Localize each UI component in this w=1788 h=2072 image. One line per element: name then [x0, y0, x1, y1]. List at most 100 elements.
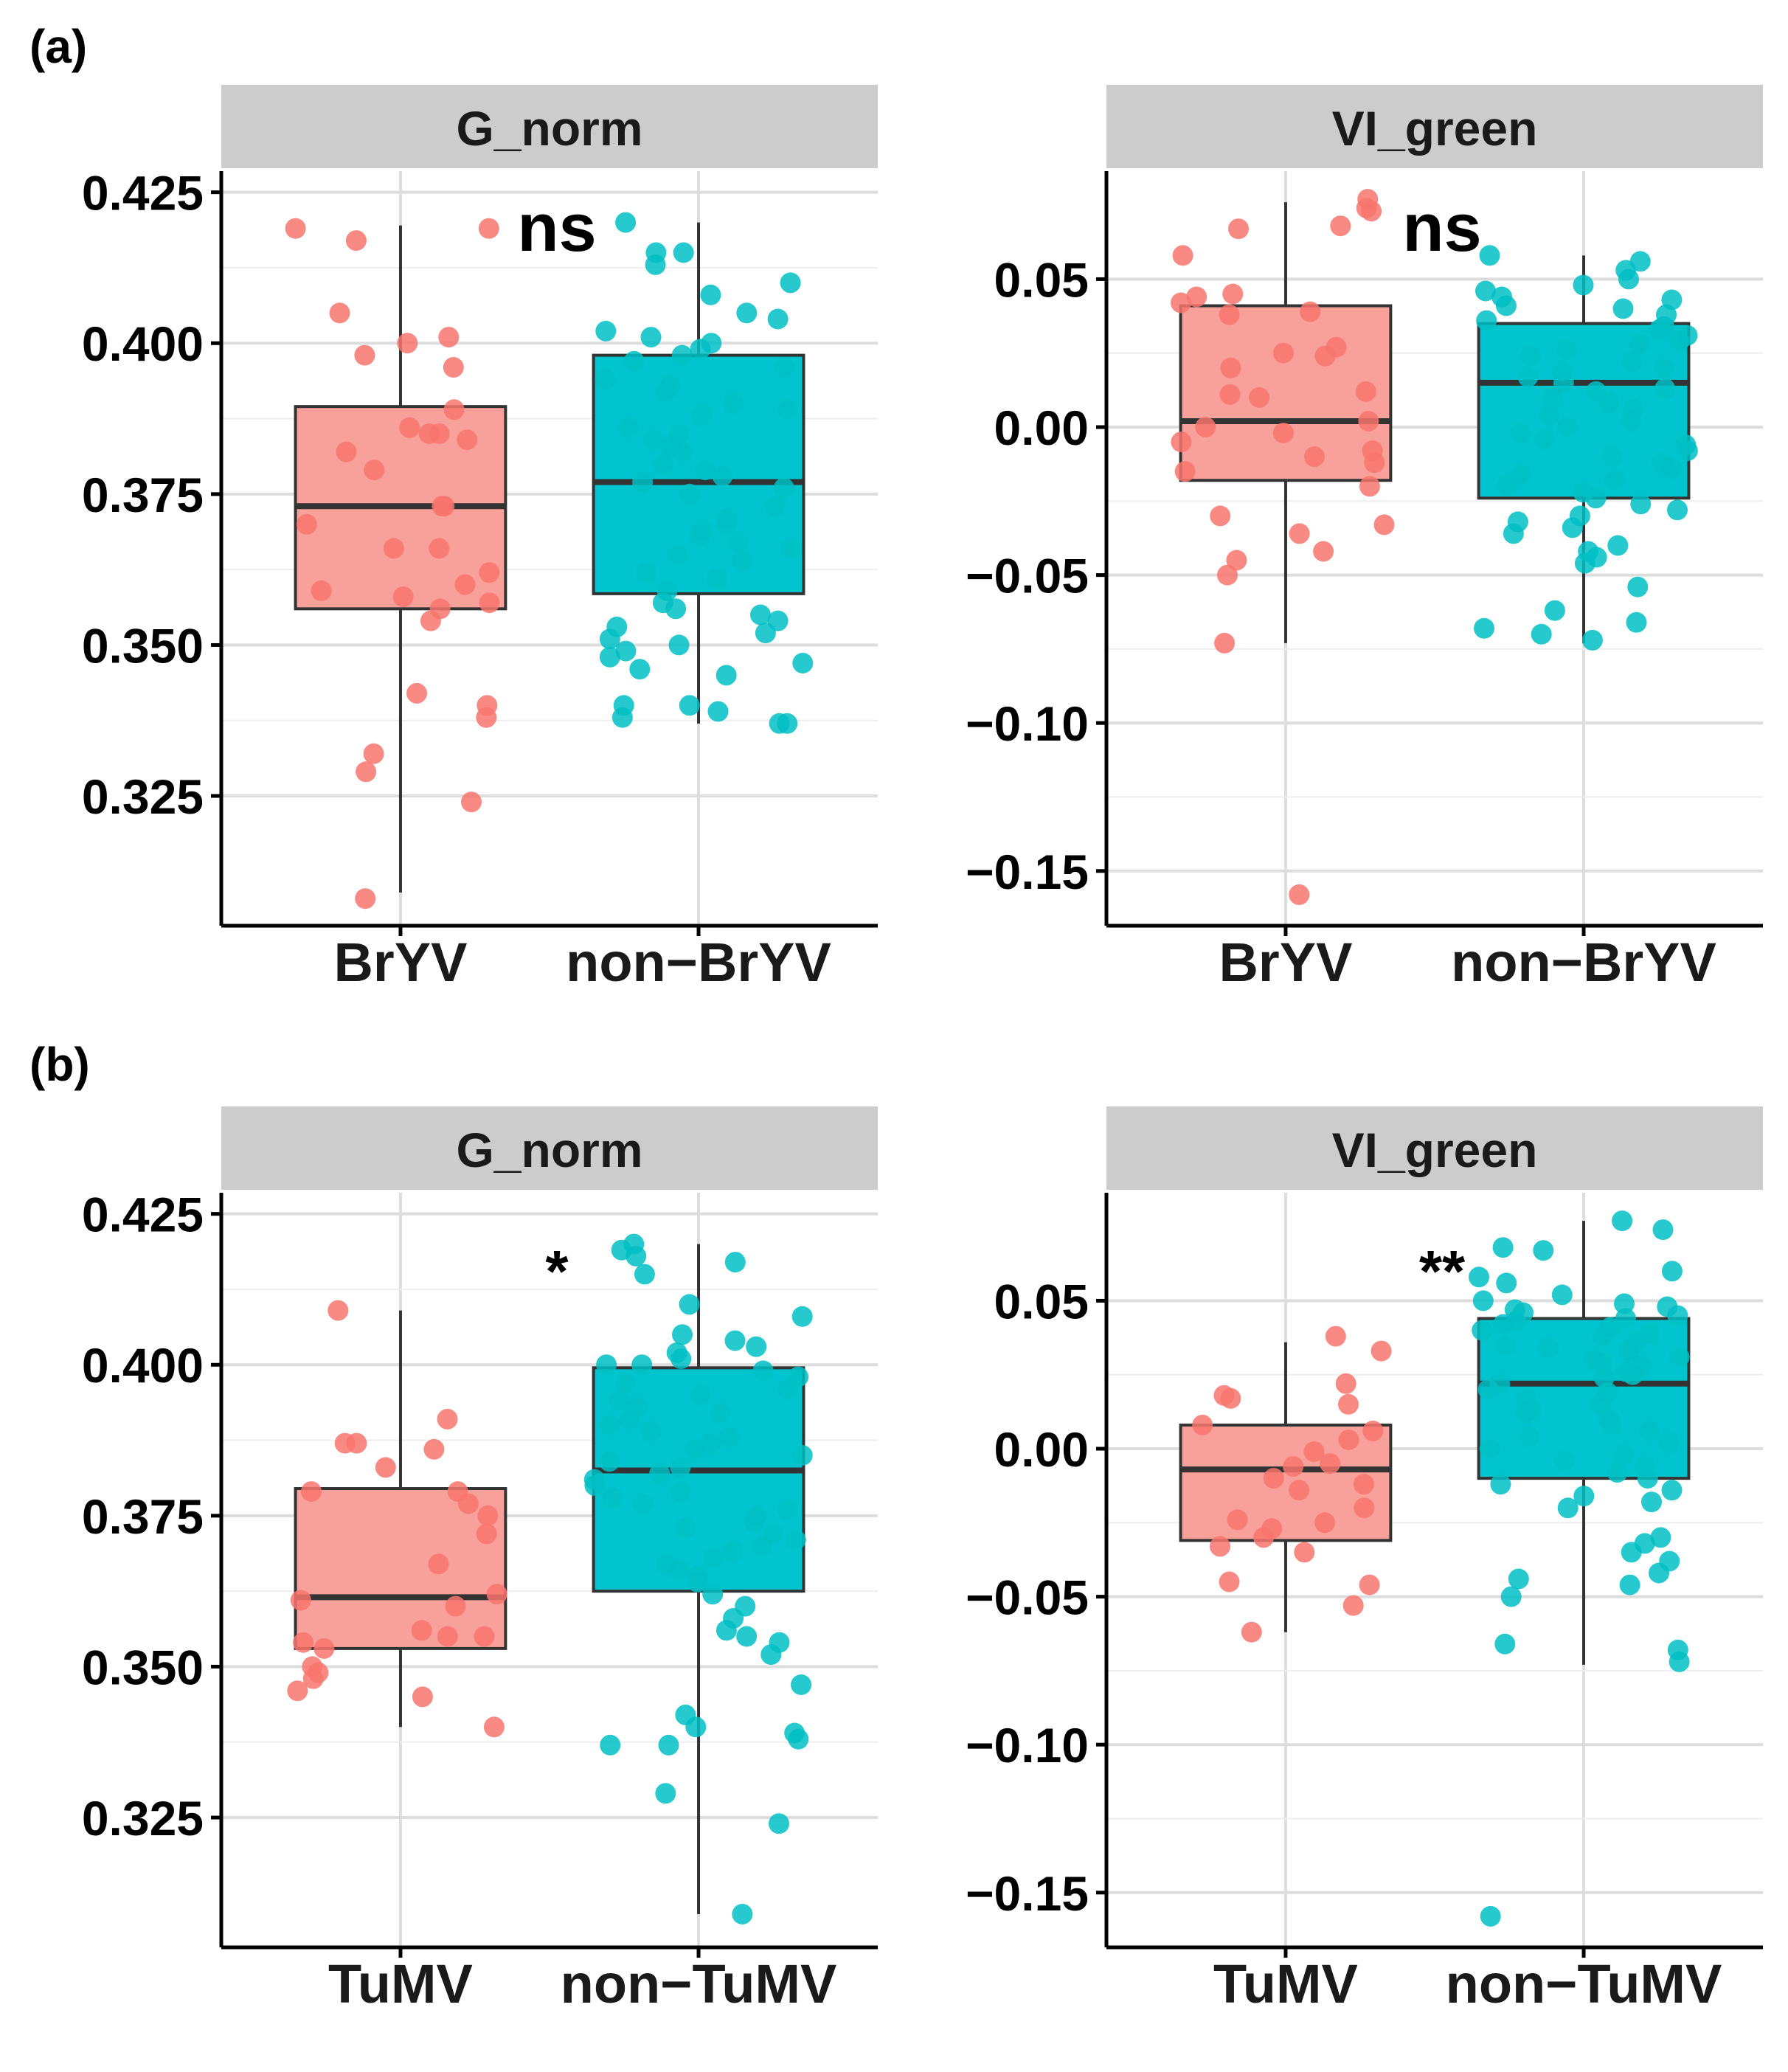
panel-a-vi-green: VI_green −0.15 −0.10 −0.05 0.00 0.05 BrYV non−B…: [966, 85, 1763, 993]
data-point: [1510, 423, 1531, 443]
data-point: [301, 1481, 322, 1503]
data-point: [1538, 1337, 1559, 1359]
data-point: [1228, 218, 1249, 240]
data-point: [1539, 405, 1559, 426]
y-tick-label: 0.400: [82, 316, 204, 371]
data-point: [457, 1493, 479, 1514]
data-point: [668, 634, 690, 656]
data-point: [1475, 280, 1496, 302]
data-point: [345, 230, 367, 252]
data-point: [685, 1716, 707, 1738]
data-point: [1354, 1497, 1375, 1519]
data-point: [1492, 1237, 1514, 1258]
data-point: [1359, 1574, 1380, 1595]
data-point: [584, 1475, 606, 1496]
data-point: [479, 592, 500, 614]
y-tick-label: −0.10: [966, 696, 1089, 751]
data-point: [1639, 1420, 1660, 1441]
data-point: [703, 1548, 724, 1569]
data-point: [691, 405, 713, 426]
data-point: [780, 272, 801, 294]
data-point: [596, 1354, 617, 1376]
data-point: [690, 1385, 711, 1406]
y-tick-label: 0.350: [82, 618, 204, 673]
data-point: [1490, 1474, 1511, 1495]
data-point: [746, 1336, 767, 1357]
data-point: [311, 580, 332, 601]
data-point: [1508, 1568, 1529, 1590]
x-tick-label: non−TuMV: [561, 1953, 837, 2014]
data-point: [640, 1421, 662, 1442]
data-point: [1557, 1497, 1579, 1519]
data-point: [1220, 357, 1241, 378]
data-point: [1607, 1462, 1628, 1483]
data-point: [702, 1584, 724, 1605]
data-point: [1626, 611, 1647, 633]
data-point: [477, 1505, 499, 1526]
data-point: [1303, 1441, 1325, 1462]
data-point: [679, 1294, 700, 1315]
data-point: [1601, 446, 1622, 468]
data-point: [418, 423, 440, 444]
data-point: [406, 682, 427, 704]
data-point: [411, 1620, 432, 1641]
panel-label: (a): [30, 20, 87, 73]
data-point: [1335, 1373, 1356, 1394]
data-point: [1222, 283, 1244, 305]
data-point: [302, 1668, 324, 1689]
data-point: [1618, 1340, 1640, 1362]
data-point: [1192, 1414, 1213, 1435]
data-point: [285, 218, 306, 239]
data-point: [777, 1499, 798, 1520]
data-point: [1479, 1438, 1500, 1459]
data-point: [736, 1626, 758, 1647]
data-point: [645, 254, 666, 275]
data-point: [724, 1330, 746, 1351]
data-point: [445, 1595, 466, 1617]
y-tick-label: 0.425: [82, 166, 204, 221]
data-point: [1472, 1290, 1494, 1312]
data-point: [634, 1264, 655, 1285]
data-point: [1553, 1450, 1575, 1472]
data-point: [1294, 1542, 1315, 1563]
data-point: [328, 1300, 349, 1321]
y-tick-label: 0.00: [994, 401, 1089, 455]
data-point: [1553, 372, 1574, 393]
facet-strip: [221, 85, 878, 168]
data-point: [655, 1783, 676, 1804]
significance-label: ns: [517, 190, 596, 266]
data-point: [1641, 1491, 1662, 1513]
data-point: [1650, 1527, 1671, 1548]
data-point: [617, 417, 639, 438]
data-point: [1474, 617, 1494, 639]
data-point: [420, 610, 441, 631]
x-tick-label: non−BrYV: [566, 932, 831, 993]
data-point: [1227, 1509, 1248, 1531]
data-point: [1300, 301, 1321, 322]
data-point: [1338, 1430, 1359, 1450]
data-point: [670, 1481, 691, 1503]
data-point: [774, 357, 795, 378]
data-point: [755, 623, 776, 644]
data-point: [751, 1535, 772, 1556]
data-point: [687, 1571, 708, 1593]
data-point: [615, 640, 637, 662]
data-point: [1667, 1305, 1688, 1326]
facet-title: VI_green: [1332, 101, 1538, 156]
data-point: [399, 417, 420, 438]
data-point: [626, 1245, 647, 1267]
data-point: [689, 526, 710, 547]
data-point: [695, 460, 715, 481]
data-point: [599, 1415, 620, 1436]
data-point: [1573, 1486, 1595, 1507]
data-point: [1630, 493, 1652, 515]
data-point: [791, 1674, 812, 1695]
data-point: [1652, 1219, 1674, 1241]
data-point: [1661, 1261, 1683, 1282]
data-point: [1515, 1402, 1536, 1424]
data-point: [1669, 1346, 1690, 1368]
data-point: [1598, 392, 1620, 414]
data-point: [412, 1686, 433, 1708]
y-tick-label: 0.400: [82, 1338, 204, 1393]
